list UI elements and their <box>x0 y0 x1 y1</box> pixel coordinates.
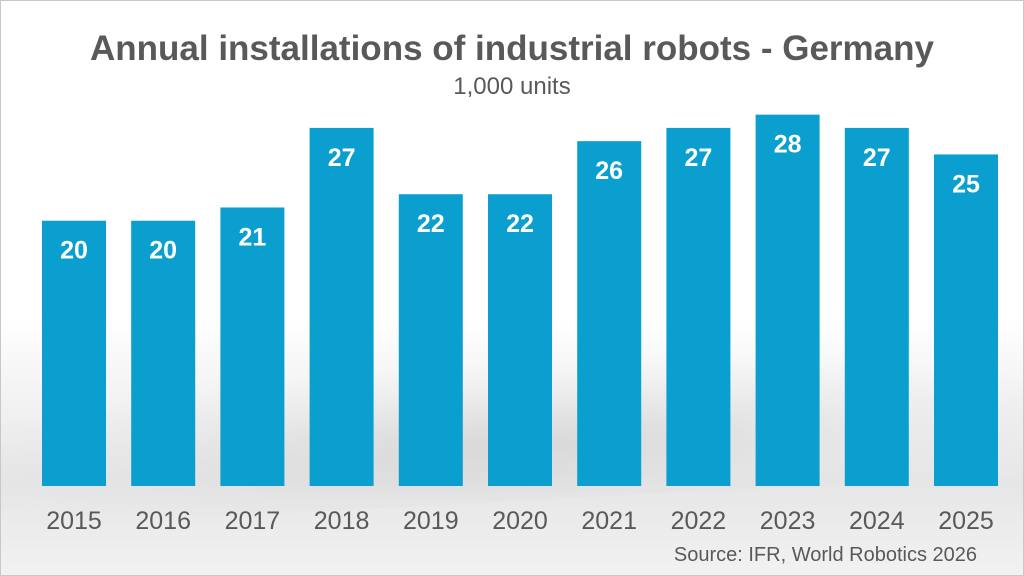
value-label-2020: 22 <box>506 210 534 238</box>
bar-2024 <box>844 127 909 486</box>
bar-2019 <box>398 194 463 487</box>
x-tick-label-2021: 2021 <box>581 507 637 535</box>
bar-2022 <box>666 127 731 486</box>
x-tick-label-2019: 2019 <box>403 507 459 535</box>
value-label-2024: 27 <box>863 144 891 172</box>
x-tick-label-2020: 2020 <box>492 507 548 535</box>
bar-2017 <box>220 207 285 486</box>
bar-2020 <box>488 194 552 487</box>
chart-subtitle: 1,000 units <box>453 73 571 100</box>
value-label-2023: 28 <box>774 131 802 159</box>
x-tick-label-2023: 2023 <box>760 507 816 535</box>
x-tick-label-2017: 2017 <box>225 507 281 535</box>
value-label-2017: 21 <box>238 223 266 251</box>
value-label-2019: 22 <box>417 210 445 238</box>
x-tick-label-2024: 2024 <box>849 507 905 535</box>
value-label-2018: 27 <box>328 144 356 172</box>
bar-2023 <box>755 114 820 486</box>
source-note: Source: IFR, World Robotics 2026 <box>673 544 977 566</box>
x-tick-label-2015: 2015 <box>46 507 102 535</box>
x-tick-label-2018: 2018 <box>314 507 370 535</box>
bar-2018 <box>309 127 374 486</box>
value-label-2025: 25 <box>952 170 980 198</box>
value-label-2022: 27 <box>684 144 712 172</box>
bar-2021 <box>577 141 642 486</box>
bar-2015 <box>42 220 106 486</box>
bar-2025 <box>934 154 998 486</box>
x-tick-label-2016: 2016 <box>135 507 191 535</box>
chart-title: Annual installations of industrial robot… <box>90 29 934 68</box>
value-label-2021: 26 <box>595 157 623 185</box>
x-tick-label-2025: 2025 <box>938 507 994 535</box>
value-label-2015: 20 <box>60 237 88 265</box>
bar-2016 <box>131 220 196 486</box>
value-label-2016: 20 <box>149 237 177 265</box>
x-tick-label-2022: 2022 <box>671 507 727 535</box>
